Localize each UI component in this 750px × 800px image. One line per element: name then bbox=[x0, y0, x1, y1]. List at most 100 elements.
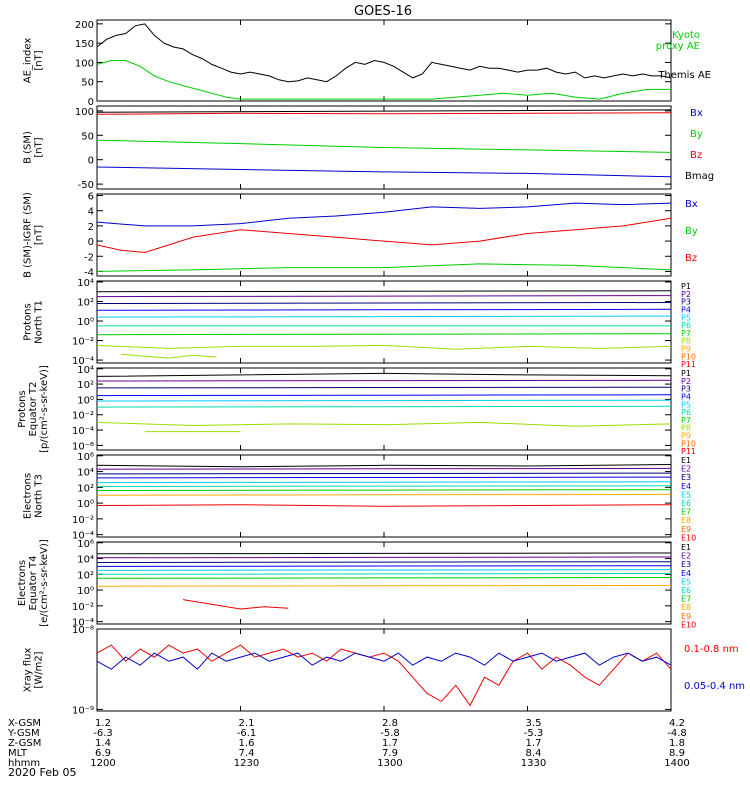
series-line-themis-ae bbox=[96, 23, 672, 83]
series-line-e3 bbox=[96, 472, 672, 475]
x-axis-value: -4.8 bbox=[667, 728, 687, 739]
y-tick-label: 0 bbox=[88, 237, 94, 248]
legend-entry: P6 bbox=[681, 321, 691, 330]
x-axis-value: 1.6 bbox=[239, 738, 255, 749]
legend-entry: P5 bbox=[681, 400, 691, 409]
legend-entry: E2 bbox=[681, 552, 691, 561]
legend-entry: P7 bbox=[681, 416, 691, 425]
y-axis-label: B (SM)[nT] bbox=[23, 131, 45, 164]
x-axis-value: 1.7 bbox=[526, 738, 542, 749]
x-axis-value: 1400 bbox=[664, 758, 689, 769]
y-tick-label: 100 bbox=[75, 107, 94, 118]
series-line-e8 bbox=[96, 493, 672, 496]
panel-4: 10⁴ 10² 10⁰ 10⁻² 10⁻⁴ ProtonsNorth T1 P1P2P3P4… bbox=[23, 278, 697, 369]
legend-entry: P10 bbox=[681, 439, 696, 448]
panel-2: -50 0 50 100 B (SM)[nT] Bx By Bz Bmag bbox=[23, 105, 714, 191]
series-line-bmag bbox=[96, 109, 672, 113]
series-line-by bbox=[96, 263, 672, 272]
y-tick-label: 10⁴ bbox=[77, 468, 94, 479]
series-line-p3 bbox=[96, 302, 672, 304]
y-tick-label: 0 bbox=[88, 97, 94, 108]
y-tick-label: 10⁻⁶ bbox=[72, 441, 94, 452]
series-line-bz bbox=[96, 112, 672, 115]
legend-entry: E7 bbox=[681, 508, 691, 517]
legend-entry: P9 bbox=[681, 345, 691, 354]
y-axis-label: ElectronsEquator T4[e/(cm²-s-sr-keV)] bbox=[17, 539, 50, 627]
legend-entry: E5 bbox=[681, 490, 691, 499]
y-tick-label: 10⁴ bbox=[77, 278, 94, 289]
x-axis-row-label: Z-GSM bbox=[8, 738, 41, 749]
y-tick-label: 50 bbox=[81, 78, 94, 89]
series-line-by bbox=[96, 139, 672, 153]
series-line-e8 bbox=[96, 584, 672, 587]
x-axis-value: 8.4 bbox=[526, 748, 542, 759]
y-tick-label: 10⁻⁴ bbox=[72, 356, 94, 367]
x-axis-value: 1200 bbox=[90, 758, 115, 769]
legend-entry: P4 bbox=[681, 305, 691, 314]
series-line-p1 bbox=[96, 290, 672, 293]
series-line-e5 bbox=[96, 569, 672, 571]
legend-entry: P8 bbox=[681, 424, 691, 433]
y-tick-label: 0 bbox=[88, 156, 94, 167]
x-axis-value: -6.3 bbox=[93, 728, 113, 739]
panel-8: 10⁻⁸ 10⁻⁹ Xray flux[W/m2] 0.1-0.8 nm 0.05-0.… bbox=[23, 625, 746, 716]
y-tick-label: 10² bbox=[77, 380, 94, 391]
series-line-0-05-0-4-nm bbox=[96, 652, 672, 670]
series-line-e4 bbox=[96, 565, 672, 567]
series-line-p3 bbox=[96, 386, 672, 389]
x-axis-value: 2.8 bbox=[382, 718, 398, 729]
legend-entry: E7 bbox=[681, 595, 691, 604]
y-tick-label: 2 bbox=[88, 222, 94, 233]
x-axis-value: -6.1 bbox=[237, 728, 257, 739]
legend-entry: P3 bbox=[681, 385, 691, 394]
legend-entry: Bx bbox=[685, 199, 698, 210]
y-tick-label: -4 bbox=[84, 267, 94, 278]
legend-entry: E10 bbox=[681, 620, 696, 629]
legend-entry: P4 bbox=[681, 392, 691, 401]
panel-1: 0 50 100 150 200 AE_index[nT] Kyoto proxy AE The… bbox=[23, 19, 711, 108]
legend-entry: P2 bbox=[681, 290, 691, 299]
legend-entry: E8 bbox=[681, 603, 691, 612]
x-axis-value: 7.9 bbox=[382, 748, 398, 759]
legend-entry: E3 bbox=[681, 560, 691, 569]
series-line-bx bbox=[96, 202, 672, 227]
x-axis-value: 1.8 bbox=[669, 738, 685, 749]
series-line-p6 bbox=[96, 405, 672, 408]
figure-title: GOES-16 bbox=[354, 4, 412, 19]
y-axis-label: B (SM)-IGRF (SM)[nT] bbox=[23, 192, 45, 278]
x-axis-value: 1.7 bbox=[382, 738, 398, 749]
series-line-p4 bbox=[96, 308, 672, 311]
legend-entry: P9 bbox=[681, 432, 691, 441]
series-line-e9 bbox=[183, 599, 289, 610]
y-tick-label: 150 bbox=[75, 39, 94, 50]
y-tick-label: 10⁰ bbox=[77, 395, 94, 406]
series-line-0-1-0-8-nm bbox=[96, 644, 672, 707]
y-axis-label: ElectronsNorth T3 bbox=[23, 473, 45, 519]
panel-5: 10⁴ 10² 10⁰ 10⁻² 10⁻⁴ 10⁻⁶ ProtonsEquator T2[p… bbox=[17, 365, 696, 456]
y-tick-label: 6 bbox=[88, 192, 94, 203]
legend-entry: Kyoto proxy AE bbox=[656, 30, 700, 52]
legend-entry: P10 bbox=[681, 352, 696, 361]
y-tick-label: 10⁻⁴ bbox=[72, 618, 94, 629]
series-line-p1 bbox=[96, 372, 672, 377]
y-tick-label: 10⁻² bbox=[72, 337, 94, 348]
series-line-e2 bbox=[96, 467, 672, 470]
y-tick-label: 50 bbox=[81, 131, 94, 142]
legend-entry: 0.1-0.8 nm bbox=[684, 644, 739, 655]
legend-entry: E5 bbox=[681, 577, 691, 586]
legend-entry: P1 bbox=[681, 282, 691, 291]
y-axis-label: ProtonsEquator T2[p/(cm²-s-sr-keV)] bbox=[17, 365, 50, 453]
y-tick-label: 10⁴ bbox=[77, 555, 94, 566]
x-axis-value: 2.1 bbox=[239, 718, 255, 729]
legend-entry: P2 bbox=[681, 377, 691, 386]
series-line-e2 bbox=[96, 556, 672, 559]
legend-entry: E10 bbox=[681, 533, 696, 542]
y-tick-label: 10⁻² bbox=[72, 411, 94, 422]
series-line-bz bbox=[96, 217, 672, 254]
series-line-e3 bbox=[96, 561, 672, 563]
y-tick-label: 10⁻⁸ bbox=[72, 625, 94, 636]
legend-entry: 0.05-0.4 nm bbox=[684, 681, 745, 692]
